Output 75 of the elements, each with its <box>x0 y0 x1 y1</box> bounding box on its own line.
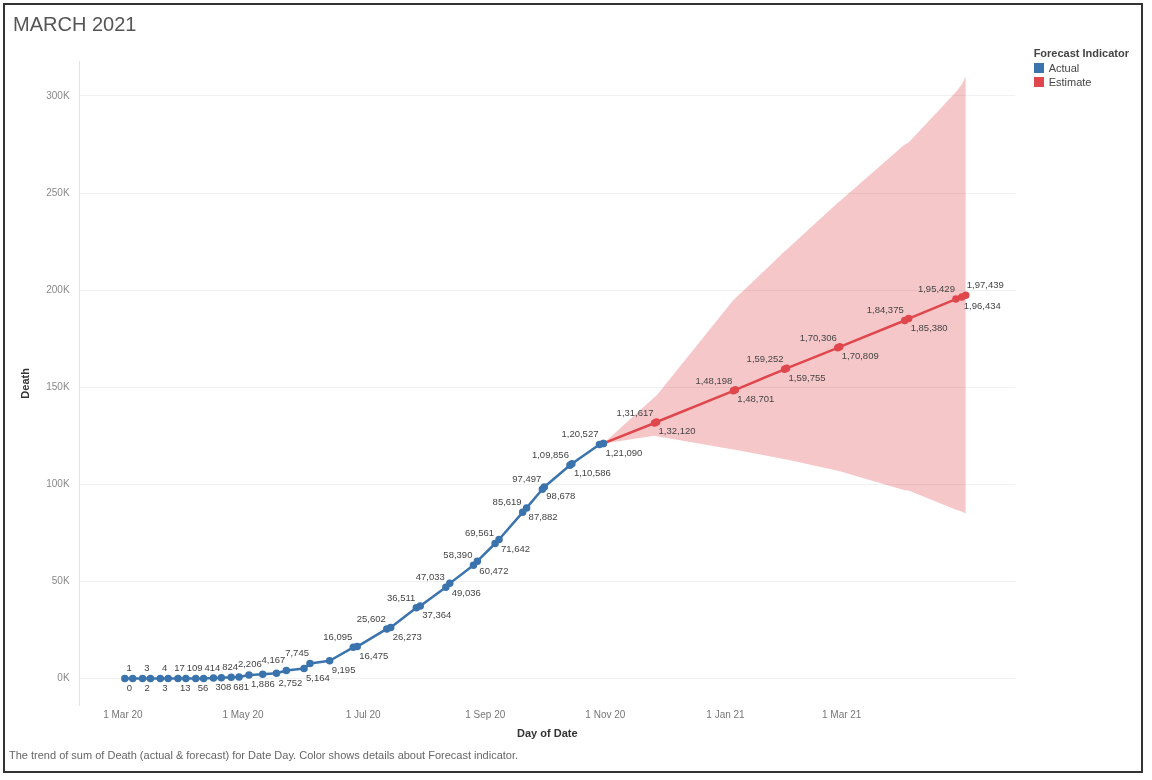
data-label: 1,32,120 <box>658 425 696 437</box>
y-tick-label: 100K <box>46 478 70 490</box>
data-label: 56 <box>197 681 209 693</box>
data-label: 87,882 <box>528 511 558 523</box>
data-label: 1,21,090 <box>605 446 643 458</box>
data-label: 47,033 <box>415 571 445 583</box>
data-label: 98,678 <box>546 490 576 502</box>
data-label: 58,390 <box>443 549 473 561</box>
data-label: 1,96,434 <box>963 300 1001 312</box>
y-tick-label: 150K <box>46 381 70 393</box>
y-tick-label: 0K <box>57 672 70 684</box>
data-label: 25,602 <box>356 612 386 624</box>
data-label: 4 <box>161 662 168 674</box>
data-label: 3 <box>162 681 168 693</box>
data-label: 1,70,306 <box>799 331 837 343</box>
x-tick-label: 1 May 20 <box>222 708 265 720</box>
data-label: 1,48,198 <box>695 374 733 386</box>
data-label: 71,642 <box>501 542 531 554</box>
data-label: 109 <box>186 662 203 674</box>
data-label: 13 <box>180 681 191 693</box>
data-label: 1,48,701 <box>737 393 775 405</box>
y-tick-label: 200K <box>46 283 70 295</box>
data-label: 2 <box>144 681 150 693</box>
data-label: 5,164 <box>306 671 330 683</box>
y-tick-label: 50K <box>51 575 70 587</box>
data-label: 2,206 <box>237 658 262 670</box>
data-label: 7,745 <box>285 647 309 659</box>
data-label: 1,10,586 <box>573 467 611 479</box>
data-label: 26,273 <box>392 630 422 642</box>
y-tick-label: 250K <box>46 186 70 198</box>
data-label: 1,09,856 <box>531 449 569 461</box>
data-label: 85,619 <box>492 496 522 508</box>
legend-label: Estimate <box>1047 76 1093 88</box>
x-tick-label: 1 Nov 20 <box>585 708 626 720</box>
data-label: 16,095 <box>323 631 353 643</box>
data-label: 1,59,755 <box>788 371 826 383</box>
legend-title: Forecast Indicator <box>1033 47 1129 59</box>
data-label: 97,497 <box>512 473 542 485</box>
x-tick-label: 1 Jan 21 <box>706 708 746 720</box>
data-label: 1 <box>126 662 132 674</box>
data-label: 2,752 <box>278 676 303 688</box>
chart-title: MARCH 2021 <box>13 13 137 36</box>
data-label: 36,511 <box>386 591 416 603</box>
data-label: 414 <box>204 661 221 673</box>
data-label: 1,31,617 <box>616 406 654 418</box>
x-axis-title: Day of Date <box>517 727 578 740</box>
data-label: 60,472 <box>479 564 509 576</box>
data-label: 1,59,252 <box>746 353 784 365</box>
y-tick-label: 300K <box>46 89 70 101</box>
data-label: 69,561 <box>465 527 495 539</box>
data-label: 3 <box>144 662 150 674</box>
data-label: 824 <box>222 660 239 672</box>
text: The trend of sum of Death (actual & forecast) for Date Day. Color shows details about Forecast indicator. <box>9 749 519 761</box>
x-tick-label: 1 Mar 20 <box>103 708 144 720</box>
x-tick-label: 1 Mar 21 <box>821 708 862 720</box>
data-label: 1,70,809 <box>841 350 879 362</box>
data-label: 1,84,375 <box>866 304 904 316</box>
data-label: 17 <box>174 662 185 674</box>
x-tick-label: 1 Jul 20 <box>345 708 382 720</box>
data-label: 4,167 <box>261 654 286 666</box>
x-tick-label: 1 Sep 20 <box>465 708 506 720</box>
data-label: 681 <box>233 680 250 692</box>
data-label: 37,364 <box>422 609 452 621</box>
data-label: 16,475 <box>359 649 389 661</box>
data-label: 1,95,429 <box>917 282 955 294</box>
y-axis-title: Death <box>18 367 31 399</box>
data-label: 9,195 <box>331 664 356 676</box>
data-label: 1,20,527 <box>561 428 599 440</box>
data-label: 1,886 <box>250 678 275 690</box>
data-label: 49,036 <box>451 586 481 598</box>
legend-label: Actual <box>1047 62 1081 74</box>
data-label: 1,97,439 <box>966 279 1004 291</box>
data-label: 1,85,380 <box>910 321 948 333</box>
data-label: 308 <box>215 681 232 693</box>
data-label: 0 <box>126 681 133 693</box>
